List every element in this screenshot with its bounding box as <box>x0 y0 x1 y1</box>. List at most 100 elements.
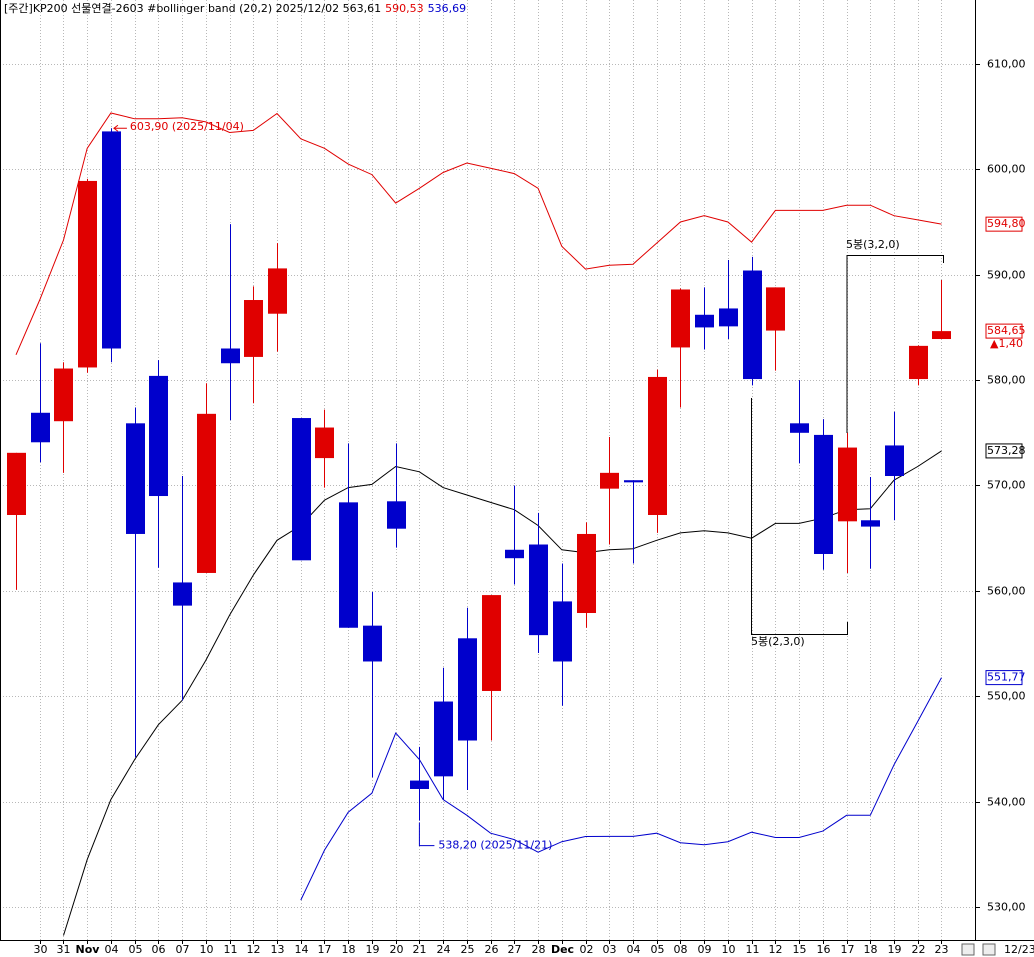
bracket-label: 5봉(3,2,0) <box>846 238 900 251</box>
candle-body <box>695 314 714 328</box>
candle-body <box>766 287 785 331</box>
x-tick-label: 25 <box>461 943 475 956</box>
x-tick-label: 10 <box>200 943 214 956</box>
bracket-line <box>751 398 848 635</box>
candle-body <box>719 308 738 327</box>
x-tick-label: 02 <box>580 943 594 956</box>
annotation: 538,20 (2025/11/21) <box>438 839 552 852</box>
x-tick-label: 22 <box>912 943 926 956</box>
candle-body <box>529 544 548 636</box>
value-tag: 573,28 <box>987 444 1026 457</box>
x-tick-label: 16 <box>817 943 831 956</box>
candle-body <box>505 549 524 559</box>
y-tick-label: 580,00 <box>987 374 1026 387</box>
current-date: 12/23 <box>1004 943 1034 956</box>
x-tick-label: 04 <box>105 943 119 956</box>
x-tick-label: 19 <box>366 943 380 956</box>
candle-body <box>410 780 429 789</box>
x-tick-label: 04 <box>627 943 641 956</box>
candle-body <box>458 638 477 741</box>
y-tick-label: 530,00 <box>987 901 1026 914</box>
zoom-icon[interactable] <box>982 943 996 956</box>
x-tick-label: 21 <box>413 943 427 956</box>
x-tick-label: 15 <box>793 943 807 956</box>
candle-body <box>838 447 857 522</box>
x-tick-label: Dec <box>551 943 574 956</box>
candle-body <box>387 501 406 529</box>
value-tag-box <box>985 216 1023 232</box>
x-tick-label: 17 <box>841 943 855 956</box>
candle-body <box>268 268 287 314</box>
candle-body <box>932 331 951 340</box>
candle-body <box>339 502 358 628</box>
x-tick-label: 05 <box>129 943 143 956</box>
change-label: ▲1,40 <box>990 337 1023 350</box>
y-tick-label: 570,00 <box>987 479 1026 492</box>
bracket-line <box>846 255 944 433</box>
title: [주간]KP200 선물연결-2603 #bollinger band (20,… <box>4 2 381 15</box>
annotation: 603,90 (2025/11/04) <box>130 120 244 133</box>
candle-body <box>790 423 809 433</box>
candle-body <box>624 480 643 483</box>
band-line <box>15 112 942 355</box>
x-tick-label: 10 <box>722 943 736 956</box>
value-tag-box <box>985 323 1023 339</box>
x-tick-label: 11 <box>224 943 238 956</box>
candle-body <box>244 300 263 357</box>
candle-body <box>600 472 619 489</box>
candle-body <box>292 418 311 561</box>
annotation-pointer <box>113 124 127 132</box>
candle-body <box>149 375 168 497</box>
x-tick-label: 12 <box>247 943 261 956</box>
x-tick-label: 20 <box>390 943 404 956</box>
value-tag: 551,77 <box>987 671 1026 684</box>
plot-area <box>7 112 951 936</box>
candle-body <box>671 289 690 348</box>
candle-body <box>434 701 453 777</box>
candle-body <box>743 270 762 380</box>
annotation-pointer <box>418 822 435 847</box>
candle-body <box>577 533 596 614</box>
y-tick-label: 540,00 <box>987 796 1026 809</box>
y-tick-label: 590,00 <box>987 269 1026 282</box>
x-tick-label: 19 <box>888 943 902 956</box>
x-tick-label: 26 <box>485 943 499 956</box>
x-tick-label: 03 <box>603 943 617 956</box>
candle-body <box>54 368 73 422</box>
y-tick-label: 560,00 <box>987 585 1026 598</box>
candle-body <box>126 423 145 534</box>
tool-icon[interactable] <box>961 943 975 956</box>
candle-body <box>861 520 880 527</box>
lower-value: 536,69 <box>428 2 467 15</box>
y-tick-label: 550,00 <box>987 690 1026 703</box>
x-tick-label: 06 <box>152 943 166 956</box>
x-tick-label: 23 <box>935 943 949 956</box>
x-tick-label: 18 <box>864 943 878 956</box>
candle-body <box>814 434 833 554</box>
x-tick-label: 17 <box>318 943 332 956</box>
candle-body <box>553 601 572 662</box>
candle-body <box>78 180 97 368</box>
grid <box>0 0 975 940</box>
x-tick-label: 05 <box>651 943 665 956</box>
candle-body <box>363 625 382 662</box>
x-tick-label: 14 <box>295 943 309 956</box>
x-tick-label: Nov <box>76 943 101 956</box>
band-line <box>63 450 942 936</box>
x-tick-label: 24 <box>437 943 451 956</box>
x-tick-label: 12 <box>769 943 783 956</box>
y-tick-label: 600,00 <box>987 163 1026 176</box>
candle-body <box>31 412 50 443</box>
chart-title: [주간]KP200 선물연결-2603 #bollinger band (20,… <box>4 2 466 15</box>
x-tick-label: 09 <box>698 943 712 956</box>
candle-body <box>648 376 667 515</box>
candle-body <box>482 595 501 691</box>
x-tick-label: 13 <box>271 943 285 956</box>
candle-body <box>173 582 192 606</box>
x-tick-label: 08 <box>674 943 688 956</box>
value-tag-box <box>985 443 1023 459</box>
upper-value: 590,53 <box>385 2 424 15</box>
bracket-label: 5봉(2,3,0) <box>751 635 805 648</box>
